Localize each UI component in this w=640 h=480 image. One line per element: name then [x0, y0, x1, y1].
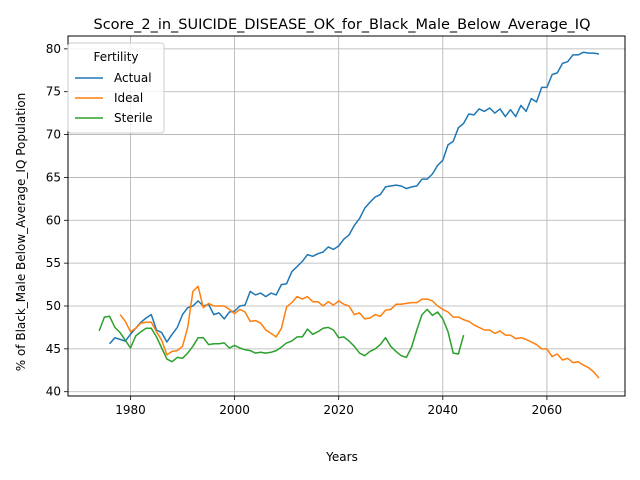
- legend-title: Fertility: [93, 50, 138, 64]
- y-axis-label: % of Black_Male Below_Average_IQ Populat…: [14, 93, 28, 372]
- y-tick-label: 60: [46, 213, 61, 227]
- y-tick-label: 45: [46, 342, 61, 356]
- legend-label-actual: Actual: [114, 71, 152, 85]
- x-tick-label: 2060: [532, 403, 563, 417]
- legend: Fertility Actual Ideal Sterile: [67, 42, 165, 134]
- y-tick-label: 55: [46, 256, 61, 270]
- axes-frame: [67, 35, 626, 397]
- y-tick-label: 80: [46, 42, 61, 56]
- y-tick-label: 40: [46, 385, 61, 399]
- y-axis-ticks: 40 45 50 55 60 65 70 75 80: [46, 42, 68, 399]
- y-tick-label: 65: [46, 170, 61, 184]
- x-tick-label: 2020: [323, 403, 354, 417]
- x-axis-ticks: 1980 2000 2020 2040 2060: [115, 396, 562, 417]
- y-tick-label: 50: [46, 299, 61, 313]
- y-tick-label: 70: [46, 128, 61, 142]
- legend-items: Actual Ideal Sterile: [75, 71, 153, 125]
- y-tick-label: 75: [46, 85, 61, 99]
- legend-box: [67, 42, 165, 134]
- x-axis-label: Years: [325, 450, 358, 464]
- series-line-ideal: [119, 285, 600, 379]
- legend-label-ideal: Ideal: [114, 91, 143, 105]
- x-tick-label: 2000: [219, 403, 250, 417]
- legend-label-sterile: Sterile: [114, 111, 153, 125]
- x-tick-label: 2040: [428, 403, 459, 417]
- chart-title: Score_2_in_SUICIDE_DISEASE_OK_for_Black_…: [93, 17, 590, 33]
- series-line-sterile: [98, 308, 465, 363]
- grid-lines: [68, 36, 625, 396]
- plot-lines: [98, 51, 600, 379]
- x-tick-label: 1980: [115, 403, 146, 417]
